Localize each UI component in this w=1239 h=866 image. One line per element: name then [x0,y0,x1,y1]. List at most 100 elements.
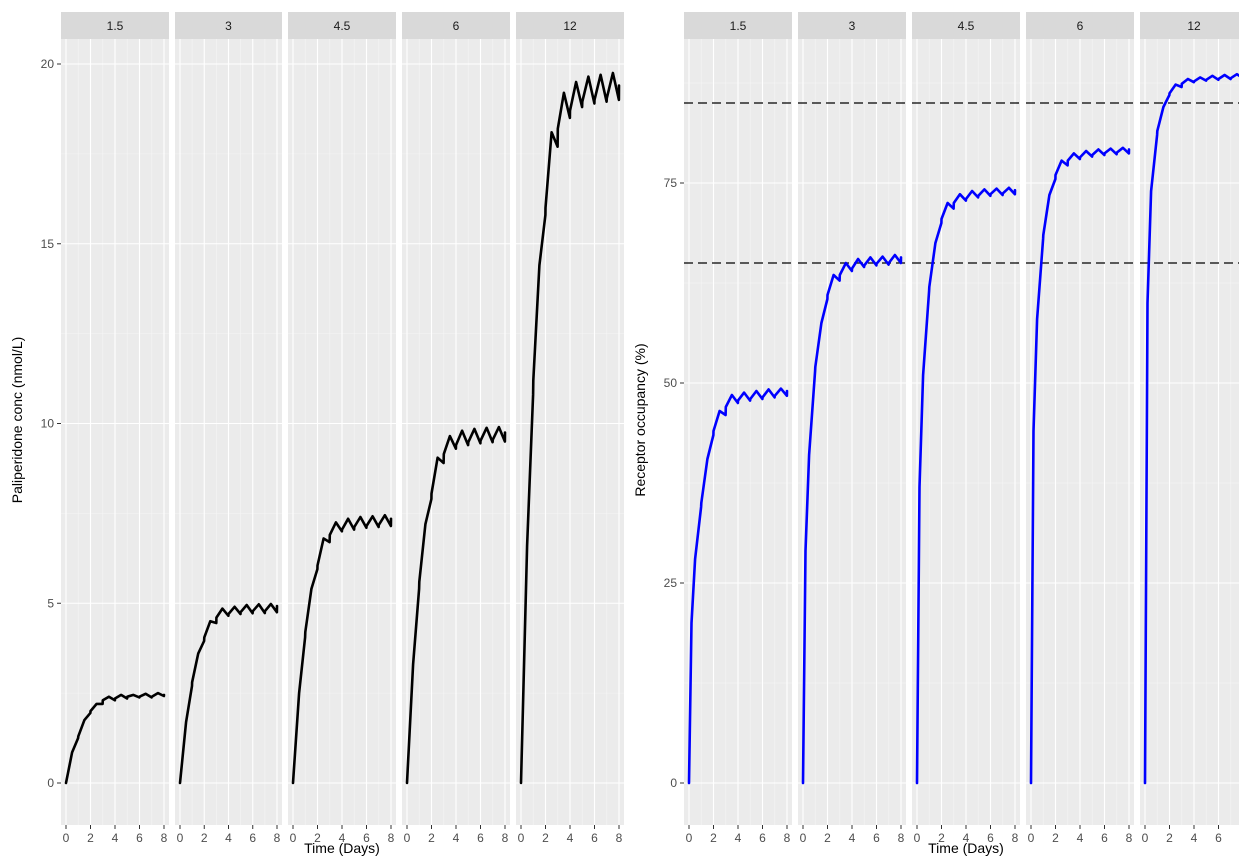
x-tick-label: 8 [784,831,791,845]
x-tick-label: 0 [1142,831,1149,845]
facet-label: 3 [849,19,856,33]
y-tick-label: 25 [664,576,678,590]
x-tick-label: 0 [177,831,184,845]
x-tick-label: 6 [591,831,598,845]
x-tick-label: 4 [849,831,856,845]
x-tick-label: 6 [477,831,484,845]
x-tick-label: 4 [225,831,232,845]
x-tick-label: 2 [710,831,717,845]
facet-label: 4.5 [334,19,351,33]
y-tick-label: 0 [47,776,54,790]
x-tick-label: 6 [759,831,766,845]
series-line [915,186,1017,785]
x-tick-label: 6 [136,831,143,845]
x-tick-label: 8 [1012,831,1019,845]
panel-6: 6 0 2 4 6 8 [1026,12,1134,845]
x-tick-label: 4 [567,831,574,845]
x-tick-label: 8 [898,831,905,845]
x-tick-label: 0 [404,831,411,845]
panel-1.5: 1.5 0 2 4 6 8 [61,12,169,845]
x-tick-label: 8 [161,831,168,845]
x-tick-label: 6 [987,831,994,845]
y-axis-title: Receptor occupancy (%) [632,343,648,496]
x-tick-label: 4 [963,831,970,845]
x-tick-label: 6 [1101,831,1108,845]
x-tick-label: 6 [873,831,880,845]
facet-label: 6 [1077,19,1084,33]
facet-strip [516,12,624,39]
x-tick-label: 4 [112,831,119,845]
series-line [64,691,166,785]
facet-strip [798,12,906,39]
x-tick-label: 2 [938,831,945,845]
series-line [1029,146,1131,785]
facet-label: 3 [225,19,232,33]
series-line [178,602,279,785]
x-axis-title: Time (Days) [304,840,380,856]
panel-background [1140,39,1239,825]
panel-4.5: 4.5 0 2 4 6 8 [912,12,1020,845]
x-tick-label: 8 [274,831,281,845]
facet-strip [1026,12,1134,39]
x-tick-label: 4 [735,831,742,845]
panel-6: 6 0 2 4 6 8 [402,12,510,845]
x-tick-label: 4 [1077,831,1084,845]
facet-strip [912,12,1020,39]
y-tick-label: 0 [670,776,677,790]
panel-12: 12 0 2 4 6 8 [516,12,624,845]
series-line [405,425,507,785]
x-tick-label: 6 [363,831,370,845]
x-tick-label: 2 [428,831,435,845]
facet-label: 1.5 [107,19,124,33]
x-tick-label: 2 [1052,831,1059,845]
x-tick-label: 2 [201,831,208,845]
facet-label: 12 [563,19,577,33]
series-line [519,71,621,785]
panel-3: 3 0 2 4 6 8 [175,12,282,845]
facet-strip [288,12,396,39]
series-line [1143,72,1239,785]
chart-2: 1.5024683024684.502468602468120246802550… [632,12,1239,856]
x-tick-label: 0 [290,831,297,845]
y-tick-label: 75 [664,176,678,190]
x-tick-label: 8 [616,831,623,845]
x-tick-label: 6 [249,831,256,845]
x-axis-title: Time (Days) [928,840,1004,856]
x-tick-label: 2 [314,831,321,845]
x-tick-label: 4 [453,831,460,845]
x-tick-label: 0 [63,831,70,845]
x-tick-label: 0 [1028,831,1035,845]
y-tick-label: 10 [41,417,55,431]
facet-strip [175,12,282,39]
facet-strip [684,12,792,39]
y-axis-title: Paliperidone conc (nmol/L) [9,337,25,504]
x-tick-label: 8 [502,831,509,845]
x-tick-label: 0 [518,831,525,845]
x-tick-label: 4 [339,831,346,845]
y-tick-label: 50 [664,376,678,390]
series-line [291,513,393,785]
series-line [801,253,903,785]
series-line [687,387,789,785]
facet-label: 12 [1187,19,1201,33]
facet-strip [1140,12,1239,39]
facet-strip [402,12,510,39]
x-tick-label: 2 [542,831,549,845]
y-tick-label: 15 [41,237,55,251]
facet-label: 6 [453,19,460,33]
panel-4.5: 4.5 0 2 4 6 8 [288,12,396,845]
panel-3: 3 0 2 4 6 8 [798,12,906,845]
y-tick-label: 20 [41,57,55,71]
x-tick-label: 6 [1215,831,1222,845]
x-tick-label: 2 [1166,831,1173,845]
x-tick-label: 4 [1191,831,1198,845]
x-tick-label: 0 [686,831,693,845]
panel-1.5: 1.5 0 2 4 6 8 [684,12,792,845]
x-tick-label: 2 [87,831,94,845]
facet-label: 1.5 [730,19,747,33]
x-tick-label: 0 [914,831,921,845]
x-tick-label: 8 [388,831,395,845]
